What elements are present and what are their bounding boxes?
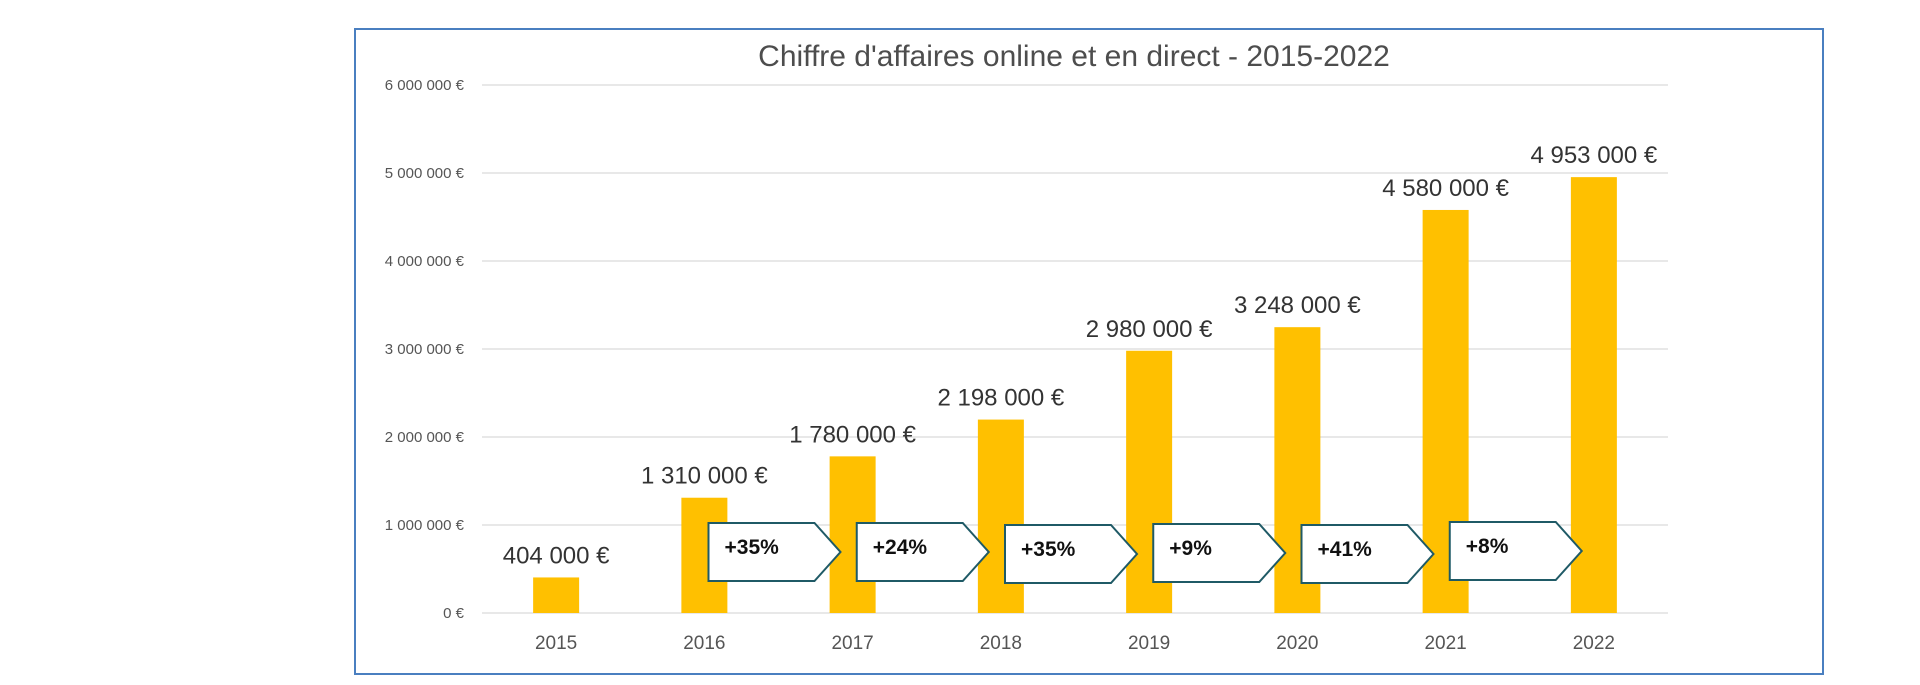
growth-arrow	[855, 522, 991, 582]
x-tick-label-2020: 2020	[1276, 633, 1318, 654]
growth-arrow	[1152, 523, 1287, 583]
y-tick-label: 4 000 000 €	[385, 253, 465, 270]
data-label-2020: 3 248 000 €	[1234, 292, 1361, 319]
chart-frame: Chiffre d'affaires online et en direct -…	[354, 28, 1824, 675]
growth-arrow	[707, 522, 842, 582]
revenue-bar-chart: Chiffre d'affaires online et en direct -…	[385, 40, 1668, 654]
x-tick-label-2015: 2015	[535, 633, 577, 654]
y-tick-label: 0 €	[443, 605, 465, 622]
y-tick-label: 5 000 000 €	[385, 165, 465, 182]
growth-arrows: +35% +24% +35% +9% +41% +8%	[707, 521, 1584, 584]
y-tick-label: 2 000 000 €	[385, 429, 465, 446]
data-label-2021: 4 580 000 €	[1382, 175, 1509, 202]
y-axis-ticks: 0 € 1 000 000 € 2 000 000 € 3 000 000 € 4 00…	[385, 77, 465, 622]
bar-2015	[533, 577, 580, 613]
growth-arrow	[1300, 524, 1435, 584]
growth-arrow	[1004, 524, 1139, 584]
x-tick-label-2021: 2021	[1424, 633, 1466, 654]
data-label-2019: 2 980 000 €	[1086, 316, 1213, 343]
data-label-2022: 4 953 000 €	[1530, 142, 1657, 169]
y-tick-label: 1 000 000 €	[385, 517, 465, 534]
x-tick-label-2018: 2018	[980, 633, 1022, 654]
growth-label: +8%	[1466, 535, 1509, 558]
bar-2022	[1570, 177, 1617, 614]
y-tick-label: 3 000 000 €	[385, 341, 465, 358]
growth-label: +35%	[1021, 538, 1076, 561]
gridlines	[482, 84, 1668, 614]
x-axis-ticks: 2015 2016 2017 2018 2019 2020 2021 2022	[535, 633, 1615, 654]
x-tick-label-2016: 2016	[683, 633, 725, 654]
data-label-2018: 2 198 000 €	[937, 385, 1064, 412]
growth-label: +35%	[725, 536, 780, 559]
x-tick-label-2019: 2019	[1128, 633, 1170, 654]
data-label-2017: 1 780 000 €	[789, 421, 916, 448]
x-tick-label-2017: 2017	[831, 633, 873, 654]
data-label-2016: 1 310 000 €	[641, 463, 768, 490]
chart-title: Chiffre d'affaires online et en direct -…	[758, 40, 1390, 73]
data-label-2015: 404 000 €	[503, 542, 610, 569]
x-tick-label-2022: 2022	[1573, 633, 1615, 654]
y-tick-label: 6 000 000 €	[385, 77, 465, 94]
growth-label: +41%	[1318, 538, 1373, 561]
growth-arrow	[1448, 521, 1584, 581]
data-labels: 404 000 € 1 310 000 € 1 780 000 € 2 198 000…	[503, 142, 1658, 569]
growth-label: +24%	[873, 536, 928, 559]
growth-label: +9%	[1169, 537, 1212, 560]
